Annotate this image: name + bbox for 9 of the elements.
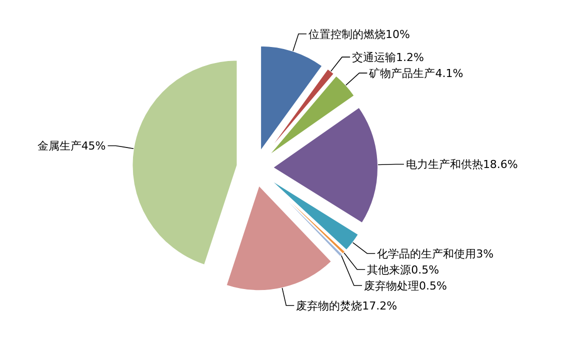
slice-label: 电力生产和供热18.6% — [406, 158, 518, 172]
slice-label: 废弃物的焚烧17.2% — [296, 300, 398, 313]
slice-label: 位置控制的燃烧10% — [308, 28, 410, 41]
slice-label: 化学品的生产和使用3% — [377, 247, 494, 260]
slice-label: 矿物产品生产4.1% — [368, 67, 464, 80]
slice-label: 交通运输1.2% — [352, 51, 424, 64]
slice-label: 废弃物处理0.5% — [364, 279, 447, 292]
slice-label: 金属生产45% — [37, 140, 106, 153]
slice-label: 其他来源0.5% — [367, 263, 440, 276]
